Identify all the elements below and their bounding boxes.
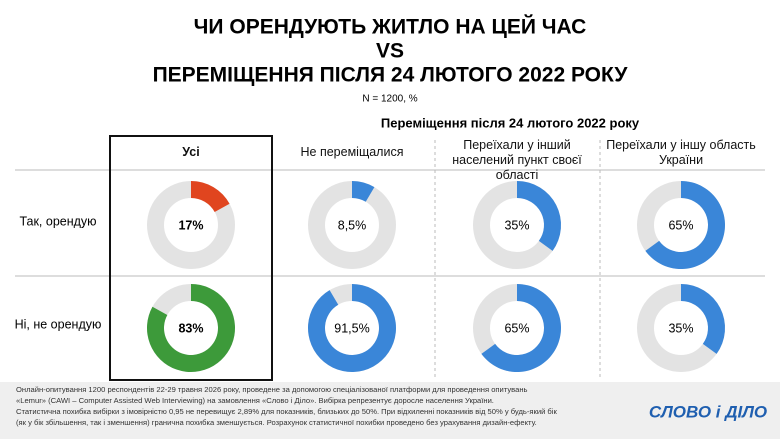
data-label: 65% [504,321,529,335]
donut-slice [307,284,396,373]
row-label: Так, орендую [19,214,96,228]
data-label: 35% [668,321,693,335]
donut-slice [352,181,375,202]
data-label: 91,5% [334,321,369,335]
donut-slice [645,181,726,269]
footnote: Онлайн-опитування 1200 респондентів 22-2… [16,385,528,394]
logo: СЛОВО і ДІЛО [649,402,767,421]
data-label: 35% [504,218,529,232]
donut-slice [481,284,561,372]
donut-slice [147,284,235,372]
chart-title: ПЕРЕМІЩЕННЯ ПІСЛЯ 24 ЛЮТОГО 2022 РОКУ [153,64,629,87]
subtitle: N = 1200, % [362,94,417,105]
data-label: 8,5% [338,218,367,232]
donut-slice [191,181,230,212]
column-header: Усі [182,145,200,159]
data-label: 65% [668,218,693,232]
highlight-box [109,135,273,381]
group-label: Переміщення після 24 лютого 2022 року [381,115,640,130]
row-label: Ні, не орендую [15,317,102,331]
footer-bg [0,382,780,439]
footnote: «Lemur» (CAWI – Computer Assisted Web In… [16,396,494,405]
footnote: Статистична похибка вибірки з імовірніст… [16,407,557,416]
data-label: 17% [178,218,203,232]
column-header: Переїхали у інший населений пункт своєї … [452,138,582,182]
column-header: Переїхали у іншу область України [606,138,756,167]
column-header: Не переміщалися [300,145,404,159]
donut-slice [517,181,561,251]
donut-slice [681,284,725,354]
chart-title: VS [376,40,404,63]
chart-title: ЧИ ОРЕНДУЮТЬ ЖИТЛО НА ЦЕЙ ЧАС [194,15,587,39]
footnote: (як у бік збільшення, так і зменшення) г… [16,418,537,427]
data-label: 83% [178,321,203,335]
